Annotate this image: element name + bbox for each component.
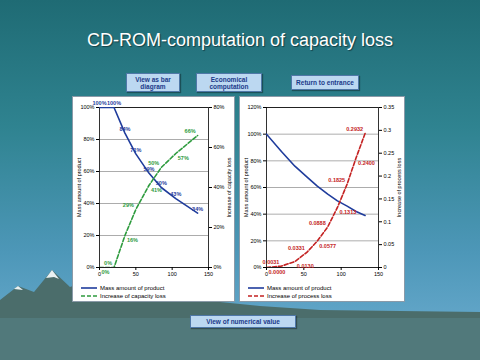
svg-text:Mass amount of product: Mass amount of product [243,158,249,217]
svg-text:43%: 43% [170,191,181,197]
svg-text:59%: 59% [143,166,154,172]
svg-text:0.35: 0.35 [384,104,395,110]
svg-text:0%: 0% [102,269,110,275]
svg-text:71%: 71% [130,147,141,153]
svg-text:100%: 100% [247,131,261,137]
svg-text:50: 50 [301,271,307,277]
svg-text:0: 0 [384,264,387,270]
html-text:View as bar diagram: View as bar diagram [135,75,171,90]
svg-text:0.25: 0.25 [384,150,395,156]
svg-text:Increase of process loss: Increase of process loss [396,158,402,218]
html-text:Mass amount of product: Mass amount of product [267,285,332,291]
svg-text:50%: 50% [148,160,159,166]
svg-text:41%: 41% [151,187,162,193]
svg-text:0.0331: 0.0331 [288,245,305,251]
svg-text:20%: 20% [83,232,94,238]
html-text:View of numerical value: View of numerical value [206,318,280,325]
svg-text:20%: 20% [250,238,261,244]
svg-text:100: 100 [337,271,346,277]
svg-text:120%: 120% [247,104,261,110]
html-text:CD-ROM-computation of capacity: CD-ROM-computation of capacity loss [86,30,393,50]
svg-text:0.0577: 0.0577 [319,243,336,249]
svg-text:16%: 16% [127,237,138,243]
html-text:Return to entrance: Return to entrance [296,79,354,86]
svg-text:0.1313: 0.1313 [339,209,356,215]
html-text:Increase of process loss: Increase of process loss [267,293,332,299]
svg-text:100%: 100% [80,104,95,111]
svg-text:34%: 34% [192,206,203,212]
svg-text:0.2932: 0.2932 [346,126,363,132]
svg-text:80%: 80% [214,104,225,110]
svg-text:0.0000: 0.0000 [269,269,286,275]
svg-text:66%: 66% [185,128,196,134]
html-text:Economical computation: Economical computation [209,75,249,90]
svg-text:80%: 80% [83,136,94,142]
svg-text:60%: 60% [250,184,261,190]
svg-text:29%: 29% [123,202,134,208]
svg-text:0.1825: 0.1825 [328,177,345,183]
svg-text:0.0888: 0.0888 [309,220,326,226]
svg-text:84%: 84% [119,126,130,132]
svg-text:0.05: 0.05 [384,241,395,247]
svg-text:0.2: 0.2 [384,173,392,179]
html-text:Increase of capacity loss: Increase of capacity loss [100,293,166,299]
svg-text:60%: 60% [214,144,225,150]
svg-text:40%: 40% [214,184,225,190]
svg-text:0%: 0% [87,264,95,270]
svg-text:0.3: 0.3 [384,127,392,133]
svg-text:0%: 0% [254,264,262,270]
svg-text:60%: 60% [83,168,94,174]
svg-text:0.1: 0.1 [384,219,392,225]
svg-text:0.0130: 0.0130 [297,263,314,269]
svg-text:0.15: 0.15 [384,196,395,202]
html-text:Mass amount of product: Mass amount of product [100,285,165,291]
svg-text:150: 150 [374,271,383,277]
svg-text:0%: 0% [104,260,112,266]
svg-text:0.0031: 0.0031 [263,259,280,265]
svg-text:Mass amount of product: Mass amount of product [76,158,82,217]
svg-text:0%: 0% [214,264,222,270]
svg-text:57%: 57% [178,155,189,161]
svg-text:0: 0 [98,271,101,278]
svg-text:0.2400: 0.2400 [358,160,375,166]
svg-text:150: 150 [204,271,213,277]
svg-text:50: 50 [133,271,139,277]
svg-text:20%: 20% [214,224,225,230]
svg-text:80%: 80% [250,158,261,164]
svg-text:100%: 100% [92,100,106,106]
svg-text:50%: 50% [156,180,167,186]
svg-text:Increase of capacity loss: Increase of capacity loss [226,157,232,217]
svg-text:100%: 100% [107,100,121,106]
svg-text:40%: 40% [83,200,94,206]
svg-text:0: 0 [265,271,268,278]
svg-text:40%: 40% [250,211,261,217]
svg-text:100: 100 [168,271,177,277]
